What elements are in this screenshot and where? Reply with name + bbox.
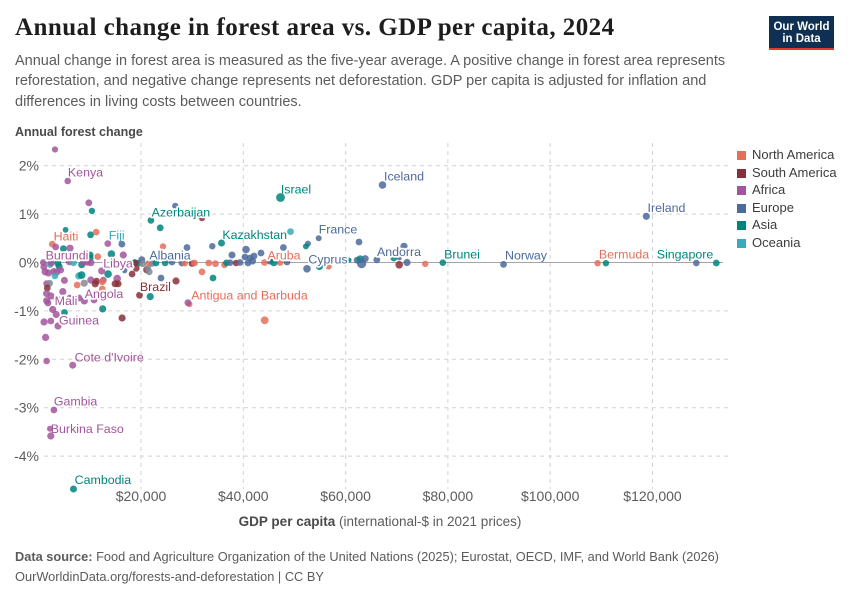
- svg-text:Norway: Norway: [505, 249, 548, 263]
- svg-text:$40,000: $40,000: [218, 488, 269, 504]
- svg-text:Ireland: Ireland: [648, 201, 686, 215]
- svg-text:Fiji: Fiji: [109, 229, 125, 243]
- svg-text:-1%: -1%: [14, 303, 39, 319]
- svg-text:Brunei: Brunei: [444, 247, 480, 261]
- svg-text:$120,000: $120,000: [623, 488, 682, 504]
- svg-text:$80,000: $80,000: [423, 488, 474, 504]
- svg-text:Iceland: Iceland: [384, 170, 424, 184]
- svg-text:Angola: Angola: [85, 287, 124, 301]
- svg-text:Gambia: Gambia: [54, 394, 97, 408]
- svg-text:Kenya: Kenya: [68, 166, 103, 180]
- svg-text:Antigua and Barbuda: Antigua and Barbuda: [191, 288, 308, 302]
- svg-text:Bermuda: Bermuda: [599, 248, 649, 262]
- svg-text:Albania: Albania: [149, 249, 190, 263]
- svg-text:$20,000: $20,000: [116, 488, 167, 504]
- svg-text:$60,000: $60,000: [320, 488, 371, 504]
- svg-text:Aruba: Aruba: [267, 249, 300, 263]
- svg-text:Mali: Mali: [55, 294, 78, 308]
- svg-text:France: France: [319, 223, 358, 237]
- svg-text:0%: 0%: [19, 255, 39, 271]
- svg-text:2%: 2%: [19, 158, 39, 174]
- svg-text:Cambodia: Cambodia: [75, 473, 132, 487]
- svg-text:Israel: Israel: [281, 183, 311, 197]
- svg-text:Cyprus: Cyprus: [308, 253, 347, 267]
- svg-text:Haiti: Haiti: [54, 230, 79, 244]
- svg-text:Cote d'Ivoire: Cote d'Ivoire: [75, 351, 144, 365]
- svg-text:Burundi: Burundi: [46, 249, 89, 263]
- svg-text:-3%: -3%: [14, 400, 39, 416]
- svg-text:Andorra: Andorra: [377, 245, 421, 259]
- svg-text:Azerbaijan: Azerbaijan: [152, 205, 211, 219]
- svg-text:Libya: Libya: [103, 257, 133, 271]
- svg-text:Guinea: Guinea: [59, 314, 99, 328]
- svg-text:-4%: -4%: [14, 448, 39, 464]
- svg-text:Brazil: Brazil: [140, 280, 171, 294]
- svg-text:Burkina Faso: Burkina Faso: [51, 422, 124, 436]
- svg-text:1%: 1%: [19, 206, 39, 222]
- svg-text:Singapore: Singapore: [657, 248, 714, 262]
- svg-text:$100,000: $100,000: [521, 488, 580, 504]
- svg-text:GDP per capita (international-: GDP per capita (international-$ in 2021 …: [239, 514, 522, 529]
- svg-text:Kazakhstan: Kazakhstan: [222, 228, 287, 242]
- svg-text:-2%: -2%: [14, 351, 39, 367]
